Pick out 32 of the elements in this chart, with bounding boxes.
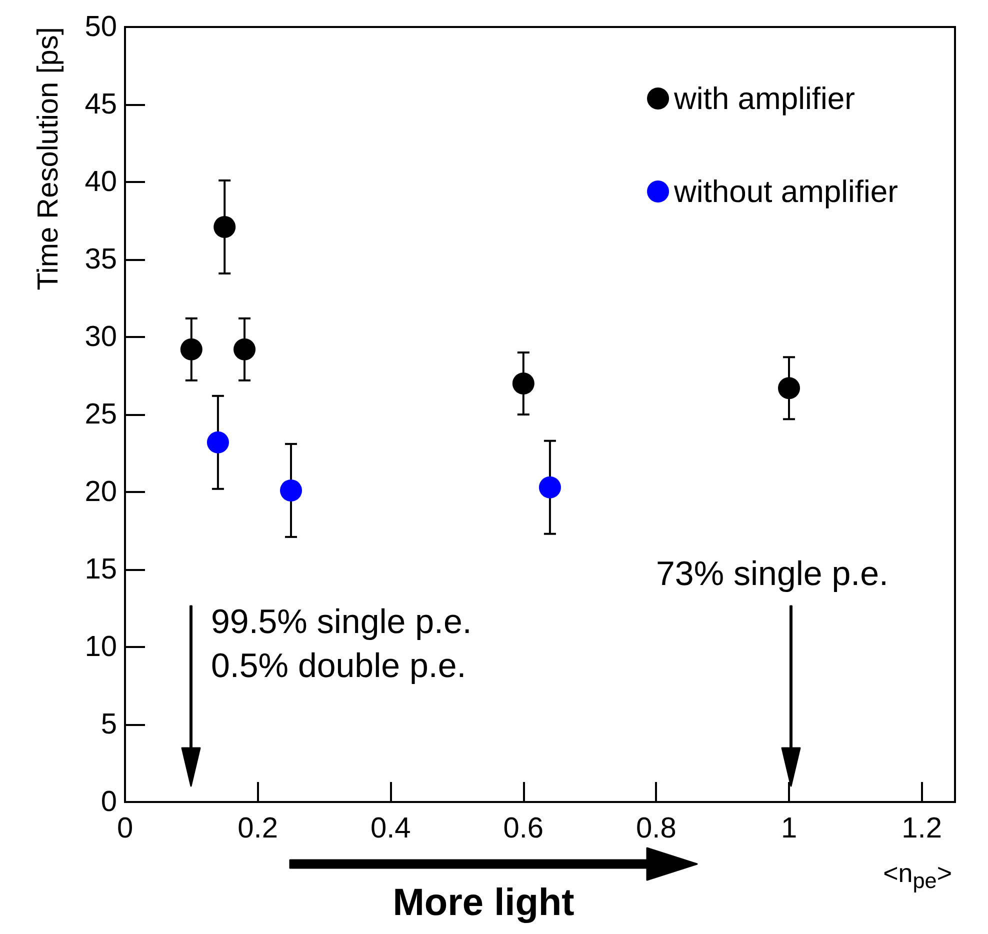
x-axis-title: <n$_{pe}$> [883,858,952,894]
y-tick-label: 15 [84,554,117,586]
y-tick-label: 50 [84,11,117,43]
legend-label: with amplifier [673,81,855,116]
point [512,372,534,394]
y-tick-label: 0 [100,786,117,818]
y-tick-label: 10 [84,631,117,663]
x-tick-label: 1.2 [902,812,942,844]
point [280,479,302,502]
annotation: 99.5% single p.e. 0.5% double p.e. [211,603,472,685]
point [206,431,229,454]
x-tick-label: 0.6 [503,812,544,844]
x-tick-label: 0.2 [238,812,278,844]
annotation: 73% single p.e. [656,555,888,593]
y-axis-title: Time Resolution [ps] [32,27,64,290]
point [234,338,256,360]
y-tick-label: 45 [84,88,117,120]
point [538,476,561,498]
y-tick-label: 20 [84,476,117,508]
x-tick-label: 0.8 [636,812,676,844]
text: More light [392,882,575,924]
y-tick-label: 5 [100,708,117,740]
y-tick-label: 30 [84,321,117,353]
legend-label: without amplifier [673,174,898,209]
y-tick-label: 35 [84,244,117,276]
y-tick-label: 40 [84,166,117,198]
point [778,377,800,400]
y-tick-label: 25 [84,398,117,430]
x-tick-label: 0.4 [370,812,411,844]
x-tick-label: 1 [780,812,798,844]
point [214,216,236,238]
point [180,338,202,360]
